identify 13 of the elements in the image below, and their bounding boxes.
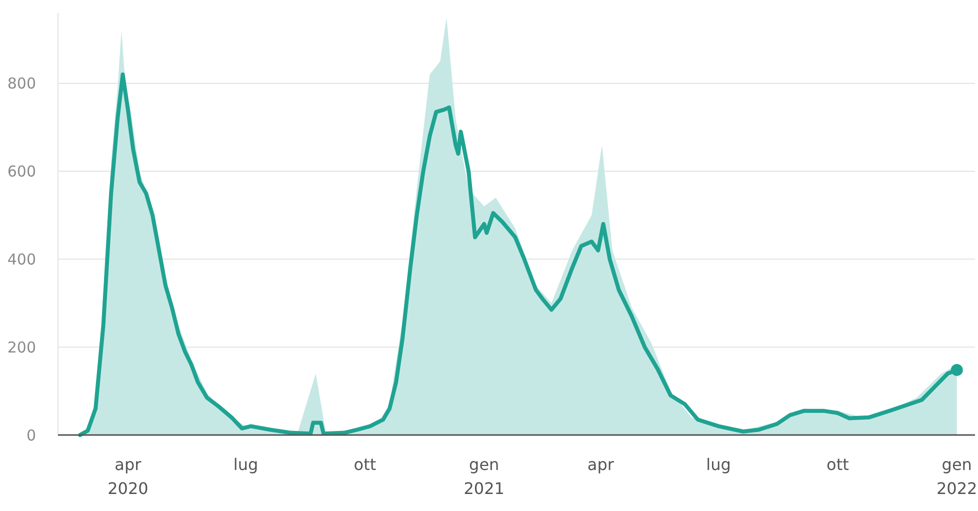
y-tick-label: 400 <box>7 250 36 268</box>
y-tick-label: 0 <box>26 426 36 444</box>
y-tick-label: 600 <box>7 162 36 180</box>
y-tick-label: 800 <box>7 74 36 93</box>
y-tick-label: 200 <box>7 338 36 356</box>
x-tick-label: gen 2022 <box>936 455 978 498</box>
x-tick-label: gen 2021 <box>464 455 504 498</box>
x-tick-label: apr 2020 <box>108 455 148 498</box>
x-tick-label: lug <box>706 455 731 474</box>
x-tick-label: apr <box>587 455 614 474</box>
x-tick-label: lug <box>233 455 258 474</box>
x-tick-label: ott <box>354 455 376 474</box>
x-tick-label: ott <box>826 455 849 474</box>
